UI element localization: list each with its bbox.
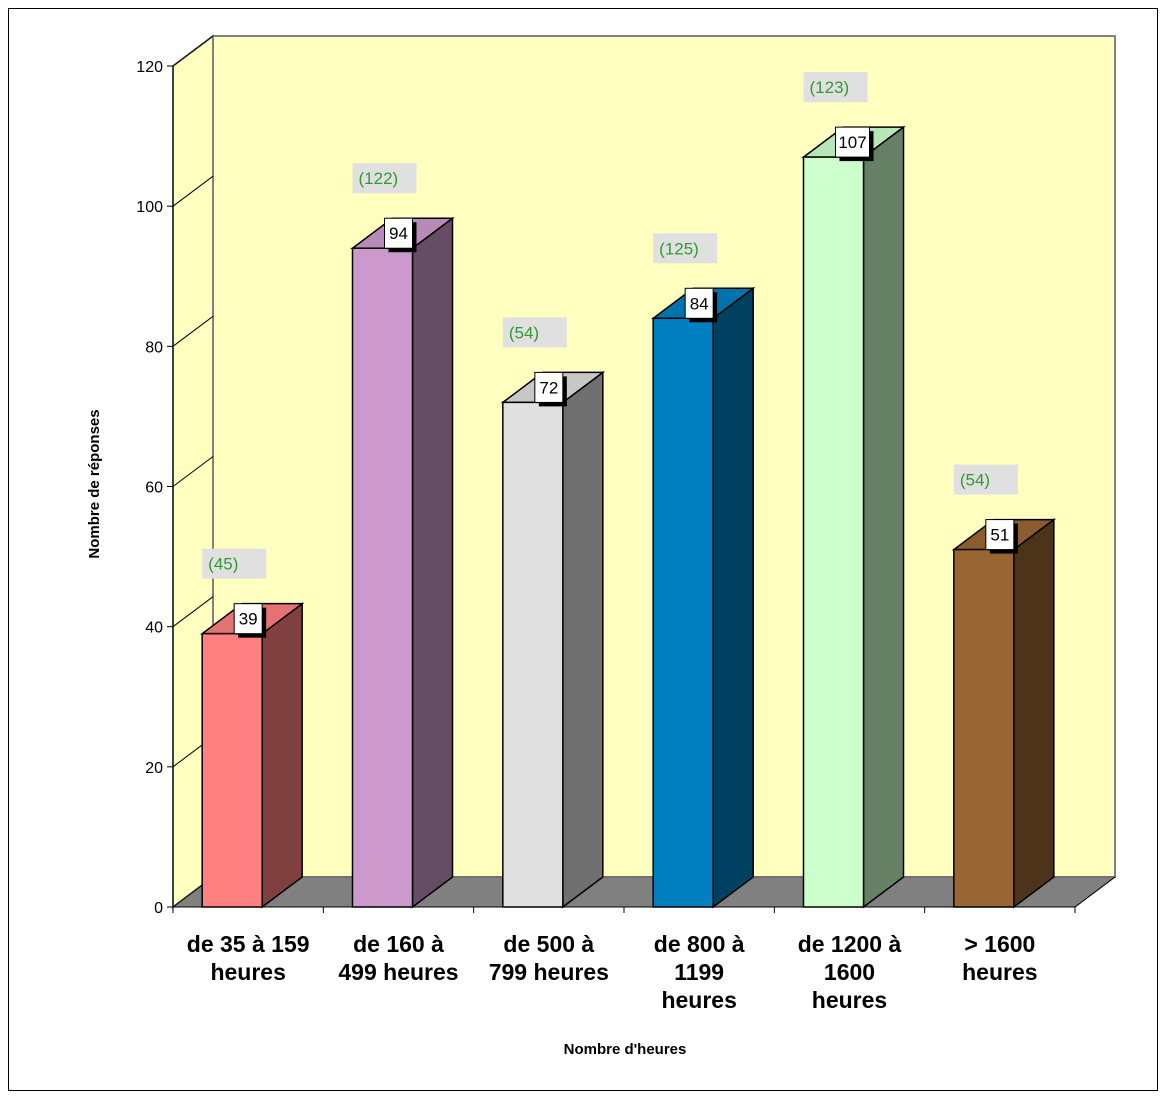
data-label-box xyxy=(534,371,564,403)
y-tick-depth xyxy=(172,175,214,207)
x-tick-label-line: de 35 à 159 xyxy=(187,931,310,957)
chart-labels: 39 (45) 94 (122) 72 (54) 84 (125) 107 (123) 51 (54) xyxy=(202,72,1018,638)
bar-side xyxy=(1013,518,1055,909)
x-tick-label-line: heures xyxy=(661,987,736,1013)
x-tick-label-line: de 500 à xyxy=(503,931,594,957)
bar xyxy=(802,156,865,908)
x-tick-label-line: de 1200 à xyxy=(798,931,902,957)
x-tick-label-line: 499 heures xyxy=(338,959,458,985)
x-axis-depth-line xyxy=(1074,876,1116,908)
y-tick-depth xyxy=(172,35,214,67)
x-tick-label-line: de 160 à xyxy=(353,931,444,957)
data-label-box xyxy=(384,217,413,249)
data-label: 39 xyxy=(239,610,258,629)
bar-side xyxy=(712,286,754,909)
y-tick-label: 40 xyxy=(145,620,163,637)
y-tick-label: 100 xyxy=(136,199,163,216)
secondary-label: (122) xyxy=(359,169,399,188)
secondary-label: (123) xyxy=(810,78,850,97)
data-label: 94 xyxy=(389,224,408,243)
bar xyxy=(502,401,564,908)
x-tick-label-line: 799 heures xyxy=(489,959,609,985)
bar-side xyxy=(562,370,604,909)
secondary-label: (54) xyxy=(960,471,990,490)
x-tick-label-line: 1199 xyxy=(674,959,724,985)
secondary-label: (125) xyxy=(659,239,699,258)
x-tick-label-line: heures xyxy=(812,987,887,1013)
secondary-label-box xyxy=(502,317,567,348)
x-tick-label: de 160 à 499 heures xyxy=(338,931,458,985)
secondary-label-box xyxy=(653,233,718,264)
x-tick-label: > 1600 heures xyxy=(962,931,1037,985)
bar xyxy=(201,632,263,908)
secondary-label-box xyxy=(803,72,868,103)
y-tick-label: 20 xyxy=(145,760,163,777)
y-tick-label: 0 xyxy=(154,900,163,917)
secondary-label-box xyxy=(202,548,267,579)
y-tick-label: 60 xyxy=(145,480,163,497)
y-tick-depth xyxy=(172,315,214,347)
data-label: 107 xyxy=(838,133,866,152)
y-tick-depth xyxy=(172,596,214,628)
data-label: 72 xyxy=(539,378,558,397)
y-tick-label: 80 xyxy=(145,339,163,356)
bar-side xyxy=(261,602,303,909)
y-axis-title: Nombre de réponses xyxy=(86,409,103,558)
x-tick-label: de 35 à 159 heures xyxy=(187,931,310,985)
secondary-label-box xyxy=(352,163,417,194)
data-label-box xyxy=(985,519,1015,551)
x-tick-label-line: heures xyxy=(962,959,1037,985)
x-axis-title: Nombre d'heures xyxy=(564,1041,687,1058)
data-label-box xyxy=(233,603,263,635)
y-tick-depth xyxy=(172,456,214,487)
x-tick-label: de 500 à 799 heures xyxy=(489,931,609,985)
secondary-label: (45) xyxy=(208,555,238,574)
bar xyxy=(351,247,414,908)
data-label: 51 xyxy=(990,526,1009,545)
bar-side xyxy=(411,216,454,909)
y-tick-label: 120 xyxy=(136,59,163,76)
data-label: 84 xyxy=(690,294,709,313)
secondary-label-box xyxy=(953,464,1018,495)
data-label-box xyxy=(684,287,714,319)
x-tick-label-line: heures xyxy=(210,959,285,985)
chart-bars xyxy=(199,125,1057,909)
x-tick-label-line: > 1600 xyxy=(964,931,1035,957)
x-tick-label: de 1200 à 1600 heures xyxy=(798,931,902,1013)
x-tick-label-line: de 800 à xyxy=(654,931,745,957)
bar xyxy=(652,317,714,908)
x-tick-label-line: 1600 xyxy=(824,959,875,985)
x-tick-label: de 800 à 1199 heures xyxy=(654,931,745,1013)
bar-side xyxy=(862,125,905,909)
bar xyxy=(953,548,1015,908)
data-label-box xyxy=(835,126,870,158)
secondary-label: (54) xyxy=(509,323,539,342)
